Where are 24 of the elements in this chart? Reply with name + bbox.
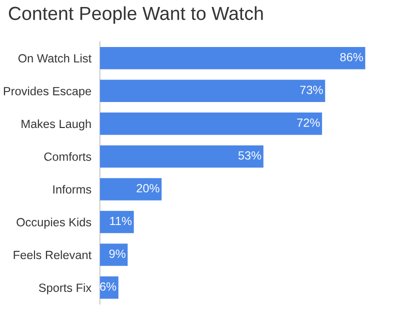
data-label: 9% bbox=[109, 250, 126, 258]
data-label: 72% bbox=[297, 118, 320, 127]
bar bbox=[100, 46, 366, 70]
y-tick-label: Makes Laugh bbox=[22, 119, 91, 130]
y-tick-label: Provides Escape bbox=[4, 86, 92, 98]
data-label: 73% bbox=[300, 86, 323, 94]
y-tick-label: On Watch List bbox=[18, 54, 92, 63]
data-label: 86% bbox=[340, 52, 363, 62]
bar bbox=[100, 80, 326, 102]
chart-title: Content People Want to Watch bbox=[8, 6, 263, 24]
y-tick-label: Informs bbox=[53, 184, 92, 194]
bar bbox=[100, 178, 162, 200]
bar bbox=[100, 112, 322, 135]
y-tick-label: Comforts bbox=[44, 152, 92, 161]
data-label: 20% bbox=[136, 184, 160, 192]
data-label: 53% bbox=[238, 151, 262, 160]
data-label: 6% bbox=[100, 282, 116, 291]
bar bbox=[100, 244, 128, 266]
y-tick-label: Occupies Kids bbox=[16, 218, 92, 229]
bar bbox=[100, 145, 264, 168]
data-label: 11% bbox=[110, 216, 132, 226]
y-tick-label: Feels Relevant bbox=[14, 250, 92, 260]
bar bbox=[100, 210, 134, 234]
y-tick-label: Sports Fix bbox=[38, 283, 92, 294]
